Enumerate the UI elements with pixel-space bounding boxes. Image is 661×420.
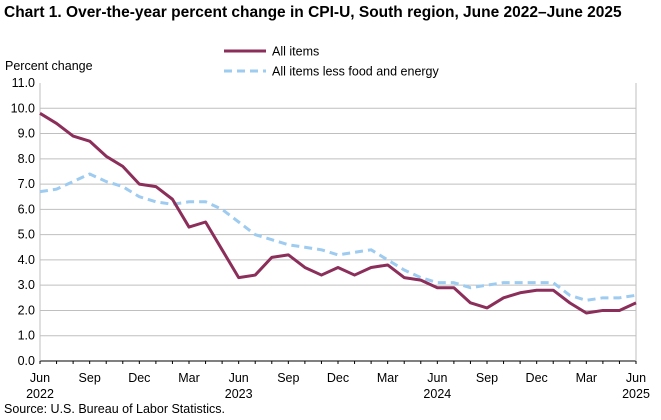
y-tick-label: 7.0 (18, 177, 35, 191)
y-tick-label: 4.0 (18, 253, 35, 267)
y-tick-label: 3.0 (18, 278, 35, 292)
y-tick-label: 10.0 (11, 101, 35, 115)
x-tick-label: Jun (30, 371, 50, 385)
x-tick-label: Jun (427, 371, 447, 385)
legend: All items All items less food and energy (224, 45, 440, 79)
y-axis-label: Percent change (5, 59, 93, 73)
chart-title: Chart 1. Over-the-year percent change in… (4, 4, 622, 21)
y-axis-ticks: 0.0 1.0 2.0 3.0 4.0 5.0 6.0 7.0 8.0 9.0 10.0 11.0 (11, 76, 35, 368)
y-tick-label: 5.0 (18, 228, 35, 242)
x-tick-label: Jun (229, 371, 249, 385)
x-tick-label: Sep (79, 371, 101, 385)
x-tick-label: Sep (476, 371, 498, 385)
y-tick-label: 6.0 (18, 202, 35, 216)
legend-label: All items (272, 45, 319, 59)
x-tick-label: Sep (277, 371, 299, 385)
y-tick-label: 0.0 (18, 354, 35, 368)
x-tick-year-label: 2022 (26, 387, 54, 401)
y-tick-label: 1.0 (18, 329, 35, 343)
x-tick-label: Mar (377, 371, 399, 385)
x-tick-label: Mar (576, 371, 598, 385)
series-line-core (39, 172, 637, 302)
x-axis-ticks: Jun 2022 Sep Dec Mar Jun 2023 Sep Dec Mar Jun 2024 S… (26, 361, 650, 401)
x-tick-year-label: 2024 (423, 387, 451, 401)
series-lines (39, 112, 637, 315)
series-line-all-items (39, 112, 637, 315)
x-tick-label: Jun (626, 371, 646, 385)
y-tick-label: 9.0 (18, 127, 35, 141)
y-tick-label: 2.0 (18, 303, 35, 317)
x-tick-label: Dec (327, 371, 349, 385)
x-tick-label: Dec (128, 371, 150, 385)
y-tick-label: 8.0 (18, 152, 35, 166)
y-tick-label: 11.0 (12, 76, 35, 90)
source-note: Source: U.S. Bureau of Labor Statistics. (4, 402, 225, 416)
gridlines (40, 107, 636, 337)
x-tick-label: Mar (178, 371, 200, 385)
x-tick-year-label: 2025 (622, 387, 650, 401)
plot-area (39, 83, 637, 362)
legend-label: All items less food and energy (272, 65, 440, 79)
x-tick-label: Dec (526, 371, 548, 385)
x-tick-year-label: 2023 (225, 387, 253, 401)
